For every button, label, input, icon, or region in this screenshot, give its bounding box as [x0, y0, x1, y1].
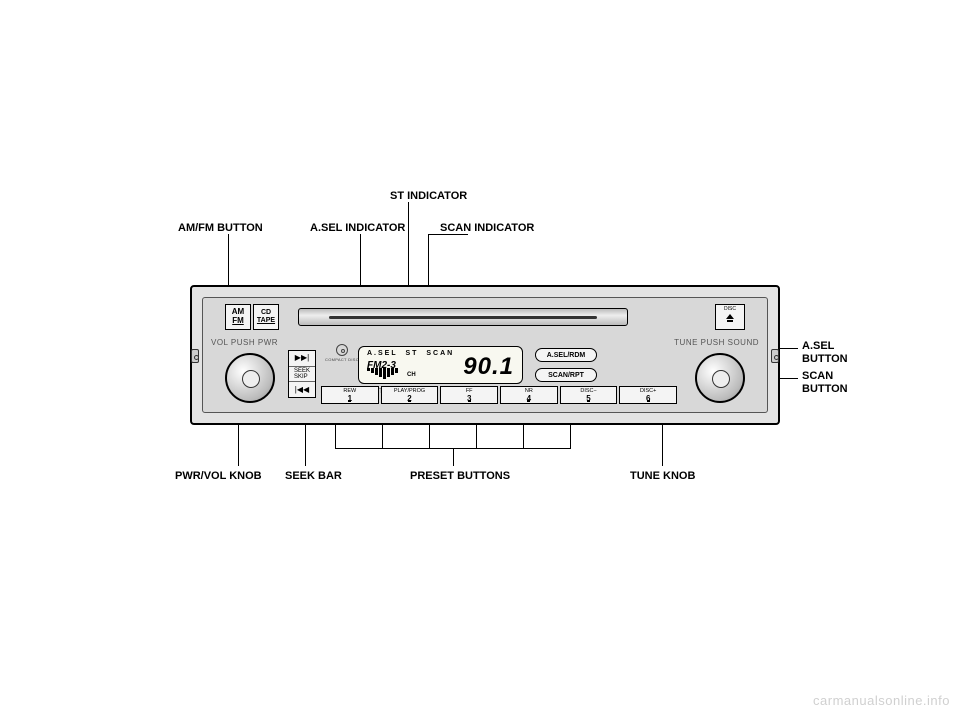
preset-dot [587, 400, 590, 402]
preset-button-2[interactable]: PLAY/PROG2 [381, 386, 439, 404]
tune-label: TUNE PUSH SOUND [674, 338, 759, 347]
preset-dot [408, 400, 411, 402]
lcd-display: A.SEL ST SCAN FM2-3 CH 90.1 [358, 346, 523, 384]
label-scan-button-l2: BUTTON [802, 383, 848, 395]
eject-icon-base [727, 320, 733, 322]
cd-slot[interactable] [298, 308, 628, 326]
label-amfm-button: AM/FM BUTTON [178, 222, 263, 234]
label-st-indicator: ST INDICATOR [390, 190, 467, 202]
label-asel-button-l2: BUTTON [802, 353, 848, 365]
cd-tape-button[interactable]: CD TAPE [253, 304, 279, 330]
preset-button-5[interactable]: DISC−5 [560, 386, 618, 404]
scan-rpt-button[interactable]: SCAN/RPT [535, 368, 597, 382]
seek-mid2: SKIP [294, 374, 308, 380]
seek-up-icon[interactable]: ▶▶| [289, 351, 315, 367]
mount-screw [771, 349, 779, 363]
amfm-button[interactable]: AM FM [225, 304, 251, 330]
label-asel-button: A.SEL BUTTON [802, 340, 848, 365]
preset-button-3[interactable]: FF3 [440, 386, 498, 404]
seek-label: SEEK SKIP [289, 367, 315, 383]
eject-icon [726, 314, 734, 319]
radio-diagram: ST INDICATOR AM/FM BUTTON A.SEL INDICATO… [110, 170, 860, 500]
preset-button-4[interactable]: NR4 [500, 386, 558, 404]
seek-down-icon[interactable]: |◀◀ [289, 382, 315, 397]
label-asel-button-l1: A.SEL [802, 340, 834, 352]
preset-button-6[interactable]: DISC+6 [619, 386, 677, 404]
radio-unit: AM FM CD TAPE DISC VOL PUSH PWR TUNE PUS… [190, 285, 780, 425]
lcd-signal-bars [367, 368, 398, 379]
st-indicator: ST [406, 350, 419, 357]
preset-buttons-row: REW1PLAY/PROG2FF3NR4DISC−5DISC+6 [321, 386, 677, 404]
tune-knob[interactable] [695, 353, 745, 403]
lcd-indicators: A.SEL ST SCAN [367, 350, 454, 357]
cdtape-top: CD [261, 309, 271, 317]
preset-dot [468, 400, 471, 402]
asel-rdm-button[interactable]: A.SEL/RDM [535, 348, 597, 362]
preset-dot [527, 400, 530, 402]
seek-skip-bar[interactable]: ▶▶| SEEK SKIP |◀◀ [288, 350, 316, 398]
disc-icon [336, 344, 348, 356]
pwr-vol-knob[interactable] [225, 353, 275, 403]
disc-eject-button[interactable]: DISC [715, 304, 745, 330]
label-tune-knob: TUNE KNOB [630, 470, 695, 482]
preset-button-1[interactable]: REW1 [321, 386, 379, 404]
amfm-bot: FM [232, 317, 244, 326]
cd-logo: COMPACT DISC [325, 344, 359, 362]
label-scan-indicator: SCAN INDICATOR [440, 222, 534, 234]
label-scan-button-l1: SCAN [802, 370, 833, 382]
label-preset-buttons: PRESET BUTTONS [410, 470, 510, 482]
cdtape-bot: TAPE [257, 317, 275, 325]
cd-logo-text: COMPACT DISC [325, 357, 359, 362]
lcd-frequency: 90.1 [463, 353, 514, 381]
leader-line [453, 448, 454, 466]
lcd-ch: CH [407, 372, 416, 378]
label-scan-button: SCAN BUTTON [802, 370, 848, 395]
preset-dot [348, 400, 351, 402]
mount-screw [191, 349, 199, 363]
scan-indicator: SCAN [426, 350, 454, 357]
leader-line [428, 234, 468, 235]
label-asel-indicator: A.SEL INDICATOR [310, 222, 405, 234]
preset-dot [647, 400, 650, 402]
disc-text: DISC [716, 306, 744, 312]
label-seek-bar: SEEK BAR [285, 470, 342, 482]
asel-indicator: A.SEL [367, 350, 398, 357]
vol-label: VOL PUSH PWR [211, 338, 278, 347]
radio-faceplate: AM FM CD TAPE DISC VOL PUSH PWR TUNE PUS… [202, 297, 768, 413]
label-pwr-vol-knob: PWR/VOL KNOB [175, 470, 262, 482]
watermark: carmanualsonline.info [813, 693, 950, 708]
